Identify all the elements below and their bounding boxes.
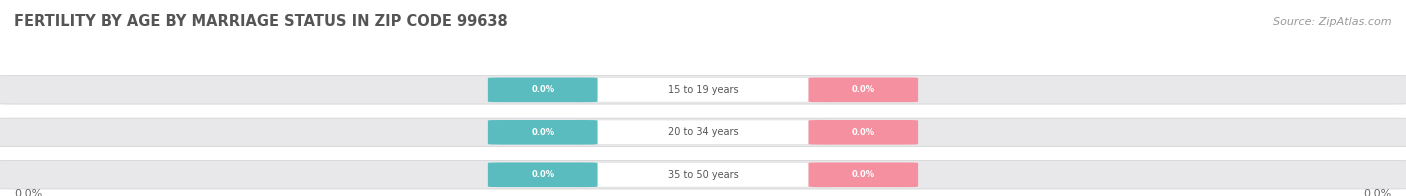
FancyBboxPatch shape: [0, 118, 1406, 147]
FancyBboxPatch shape: [808, 77, 918, 102]
Text: 0.0%: 0.0%: [531, 85, 554, 94]
Text: Source: ZipAtlas.com: Source: ZipAtlas.com: [1274, 16, 1392, 27]
FancyBboxPatch shape: [576, 77, 830, 102]
Text: 0.0%: 0.0%: [852, 170, 875, 179]
Text: FERTILITY BY AGE BY MARRIAGE STATUS IN ZIP CODE 99638: FERTILITY BY AGE BY MARRIAGE STATUS IN Z…: [14, 14, 508, 29]
Text: 0.0%: 0.0%: [852, 85, 875, 94]
Text: 0.0%: 0.0%: [852, 128, 875, 137]
Text: 0.0%: 0.0%: [531, 128, 554, 137]
Text: 20 to 34 years: 20 to 34 years: [668, 127, 738, 137]
FancyBboxPatch shape: [488, 120, 598, 145]
FancyBboxPatch shape: [808, 120, 918, 145]
Text: 0.0%: 0.0%: [531, 170, 554, 179]
FancyBboxPatch shape: [576, 120, 830, 145]
Text: 0.0%: 0.0%: [1364, 189, 1392, 196]
Text: 35 to 50 years: 35 to 50 years: [668, 170, 738, 180]
FancyBboxPatch shape: [488, 162, 598, 187]
Text: 0.0%: 0.0%: [14, 189, 42, 196]
FancyBboxPatch shape: [808, 162, 918, 187]
FancyBboxPatch shape: [488, 77, 598, 102]
FancyBboxPatch shape: [0, 161, 1406, 189]
Text: 15 to 19 years: 15 to 19 years: [668, 85, 738, 95]
FancyBboxPatch shape: [576, 162, 830, 187]
FancyBboxPatch shape: [0, 76, 1406, 104]
